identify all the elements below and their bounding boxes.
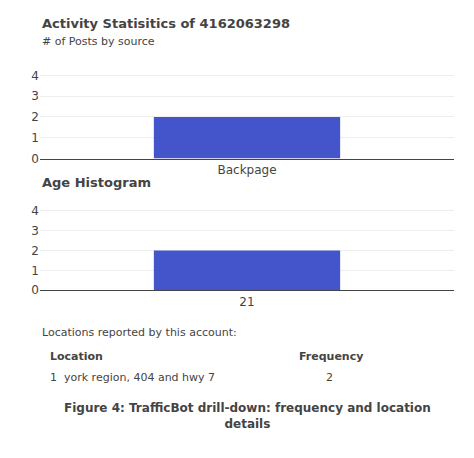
svg-text:2: 2 (326, 371, 333, 384)
svg-text:Activity Statisitics of 416206: Activity Statisitics of 4162063298 (42, 16, 290, 31)
svg-text:3: 3 (31, 224, 39, 238)
svg-text:Location: Location (50, 350, 103, 363)
svg-text:Locations reported by this acc: Locations reported by this account: (42, 326, 237, 339)
svg-text:21: 21 (239, 295, 254, 309)
svg-text:4: 4 (31, 204, 39, 218)
svg-text:Frequency: Frequency (299, 350, 363, 363)
svg-text:2: 2 (31, 110, 39, 124)
svg-text:1: 1 (31, 264, 39, 278)
svg-text:1: 1 (31, 131, 39, 145)
svg-text:0: 0 (31, 152, 39, 166)
svg-text:2: 2 (31, 244, 39, 258)
svg-text:0: 0 (31, 283, 39, 297)
svg-text:Figure 4: TrafficBot drill-dow: Figure 4: TrafficBot drill-down: frequen… (64, 401, 431, 431)
svg-text:# of Posts by source: # of Posts by source (42, 35, 155, 48)
svg-text:Age Histogram: Age Histogram (42, 175, 151, 190)
svg-text:Backpage: Backpage (217, 163, 276, 177)
svg-text:1 york region, 404 and hwy 7: 1 york region, 404 and hwy 7 (50, 371, 215, 384)
svg-text:4: 4 (31, 69, 39, 83)
svg-text:3: 3 (31, 89, 39, 103)
